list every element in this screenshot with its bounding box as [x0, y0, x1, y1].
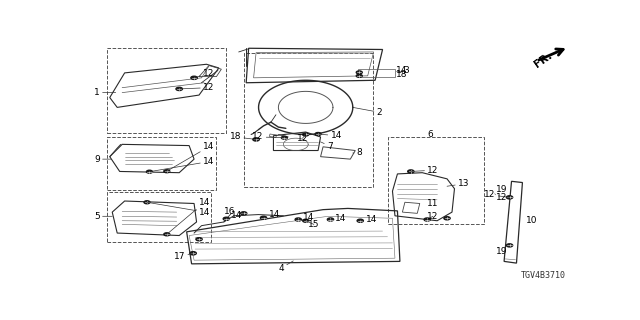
Circle shape: [356, 71, 362, 74]
Circle shape: [164, 233, 170, 236]
Circle shape: [253, 138, 259, 141]
Circle shape: [223, 217, 230, 220]
Circle shape: [176, 87, 182, 91]
Text: 12: 12: [484, 190, 509, 199]
Circle shape: [506, 244, 513, 247]
Text: 14: 14: [150, 157, 214, 172]
Circle shape: [327, 218, 333, 221]
Text: 14: 14: [318, 131, 342, 140]
Circle shape: [147, 170, 152, 173]
Bar: [108, 137, 216, 190]
Text: 10: 10: [527, 216, 538, 225]
Text: 14: 14: [298, 213, 315, 222]
Text: 8: 8: [353, 148, 362, 157]
Text: 14: 14: [167, 142, 214, 171]
Circle shape: [357, 219, 364, 222]
Text: 19: 19: [495, 247, 507, 256]
Text: 1: 1: [94, 88, 116, 97]
Text: 11: 11: [428, 199, 438, 208]
Circle shape: [190, 252, 196, 255]
Text: 2: 2: [353, 108, 382, 117]
Text: 16: 16: [224, 207, 244, 216]
Circle shape: [444, 217, 450, 220]
Circle shape: [196, 238, 202, 241]
Circle shape: [282, 136, 287, 139]
Text: 14: 14: [167, 198, 211, 234]
Text: 14: 14: [396, 67, 408, 76]
Text: 6: 6: [428, 131, 433, 140]
Text: 17: 17: [173, 252, 193, 261]
Circle shape: [506, 196, 513, 199]
Text: 5: 5: [94, 212, 112, 221]
Circle shape: [144, 201, 150, 204]
Text: 4: 4: [278, 261, 293, 273]
Text: 14: 14: [360, 215, 377, 224]
Text: 14: 14: [147, 202, 211, 217]
Text: 14: 14: [264, 210, 280, 219]
Circle shape: [356, 74, 362, 77]
Text: 9: 9: [94, 155, 111, 164]
Bar: [244, 53, 372, 188]
Text: 14: 14: [227, 211, 243, 220]
Text: 12: 12: [179, 83, 214, 92]
Circle shape: [315, 132, 321, 135]
Text: 19: 19: [495, 185, 507, 195]
Text: 12: 12: [194, 69, 214, 78]
Text: 18: 18: [396, 70, 408, 79]
Text: 12: 12: [411, 166, 438, 175]
Circle shape: [260, 216, 267, 219]
Text: 7: 7: [321, 141, 333, 151]
Bar: [358, 69, 395, 77]
Circle shape: [424, 218, 430, 221]
Text: 12: 12: [297, 134, 308, 143]
Circle shape: [303, 219, 308, 222]
Text: 13: 13: [447, 179, 470, 188]
Text: 12: 12: [428, 212, 438, 221]
Circle shape: [408, 170, 414, 173]
Circle shape: [191, 76, 197, 79]
Text: 12: 12: [495, 193, 507, 202]
Bar: [108, 192, 211, 242]
Circle shape: [295, 218, 301, 221]
Text: 15: 15: [306, 220, 319, 229]
Text: 3: 3: [403, 67, 409, 76]
Text: FR.: FR.: [532, 51, 554, 70]
Bar: [388, 137, 484, 224]
Text: 14: 14: [330, 214, 347, 223]
Circle shape: [164, 170, 170, 173]
Text: 12: 12: [252, 132, 284, 141]
Bar: [108, 48, 227, 133]
Text: 18: 18: [230, 132, 256, 141]
Circle shape: [241, 212, 247, 215]
Circle shape: [303, 133, 308, 136]
Text: TGV4B3710: TGV4B3710: [521, 271, 566, 280]
